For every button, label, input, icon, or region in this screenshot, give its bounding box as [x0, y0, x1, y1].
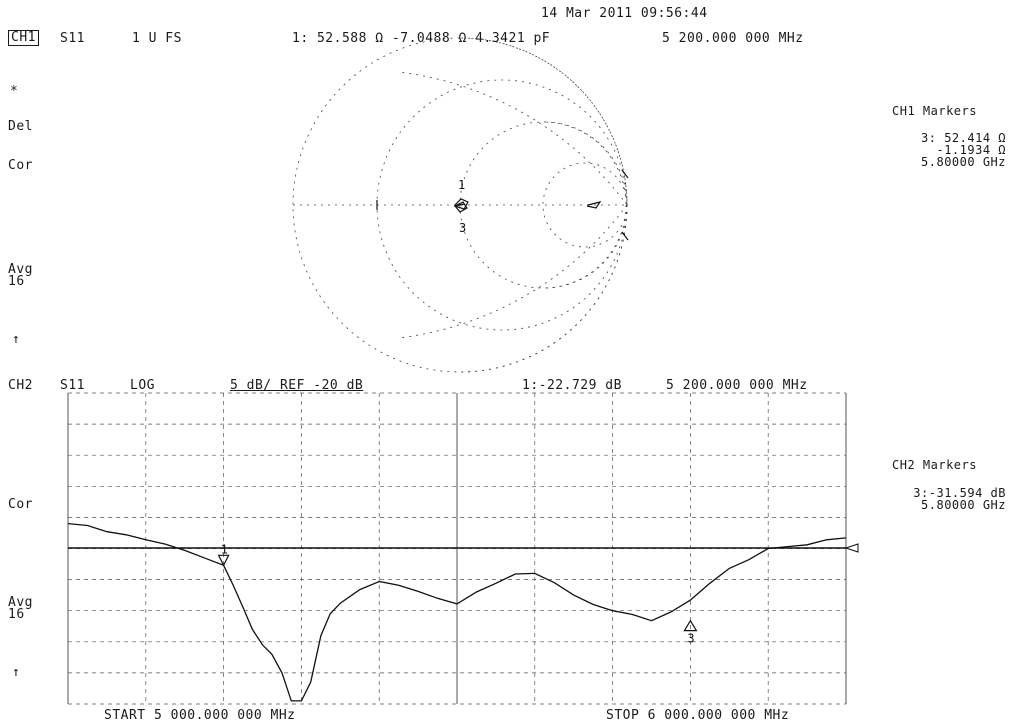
- ch1-markers-title: CH1 Markers: [892, 104, 977, 118]
- ch2-marker-1-symbol: [217, 554, 230, 567]
- ch1-channel-label: CH1: [8, 30, 39, 46]
- ch2-marker-3-label: 3: [687, 632, 694, 646]
- smith-marker-1: 1: [458, 178, 465, 192]
- avg-indicator-ch2: Avg: [8, 595, 33, 610]
- avg-indicator-ch1: Avg: [8, 262, 33, 277]
- arrow-indicator-ch2: ↑: [12, 665, 21, 680]
- avg-count-ch1: 16: [8, 274, 25, 289]
- ch1-marker3-freq: 5.80000 GHz: [921, 155, 1006, 169]
- del-indicator: Del: [8, 119, 33, 134]
- ch2-marker-3-symbol: [683, 619, 698, 632]
- datetime: 14 Mar 2011 09:56:44: [541, 6, 708, 21]
- cor-indicator-ch1: Cor: [8, 158, 33, 173]
- ch1-marker-readout: 1: 52.588 Ω -7.0488 Ω 4.3421 pF: [292, 31, 551, 46]
- smith-marker-3: 3: [459, 221, 466, 235]
- ch2-marker3-value: 3:-31.594 dB: [913, 486, 1006, 500]
- ch1-marker3-reactance: -1.1934 Ω: [936, 143, 1006, 157]
- ch1-marker-freq: 5 200.000 000 MHz: [662, 31, 804, 46]
- ch2-channel-label: CH2: [8, 378, 33, 393]
- cor-indicator-ch2: Cor: [8, 497, 33, 512]
- ch2-format: LOG: [130, 378, 155, 393]
- ch2-marker-1-label: 1: [221, 542, 228, 556]
- smith-trace: [376, 169, 629, 241]
- ch1-param: S11: [60, 31, 85, 46]
- star-indicator: *: [10, 84, 19, 99]
- ch2-start-freq: START 5 000.000 000 MHz: [104, 708, 296, 723]
- ch2-trace: [67, 522, 847, 702]
- ch2-marker-readout: 1:-22.729 dB: [522, 378, 622, 393]
- ch1-format: 1 U FS: [132, 31, 182, 46]
- ch2-param: S11: [60, 378, 85, 393]
- ch1-marker3-resistance: 3: 52.414 Ω: [921, 131, 1006, 145]
- reference-arrow-marker: [844, 543, 859, 553]
- ch2-scale: 5 dB/ REF -20 dB: [230, 378, 364, 393]
- arrow-indicator-ch1: ↑: [12, 332, 21, 347]
- ch2-stop-freq: STOP 6 000.000 000 MHz: [606, 708, 790, 723]
- ch2-marker3-freq: 5.80000 GHz: [921, 498, 1006, 512]
- avg-count-ch2: 16: [8, 607, 25, 622]
- ch2-markers-title: CH2 Markers: [892, 458, 977, 472]
- ch2-marker-freq: 5 200.000 000 MHz: [666, 378, 808, 393]
